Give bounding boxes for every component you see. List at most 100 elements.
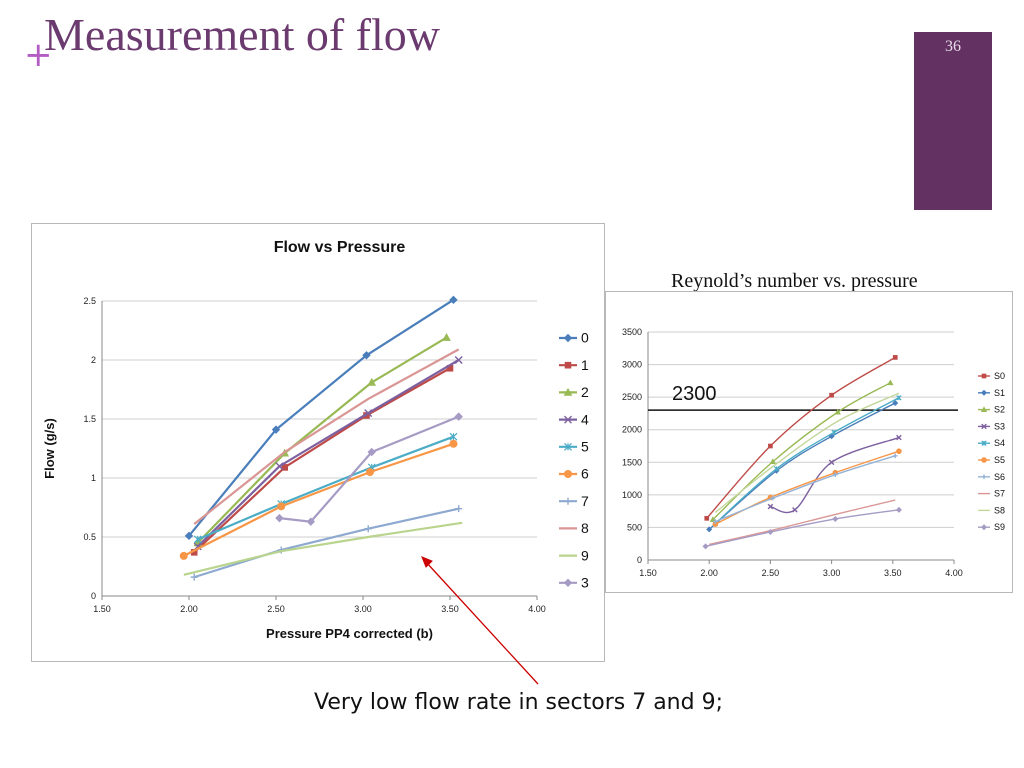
point-S0 (768, 443, 773, 449)
x-tick-label: 2.00 (180, 604, 198, 614)
series-line-8 (193, 348, 460, 525)
point-3 (306, 517, 316, 526)
point-S1 (706, 526, 713, 533)
y-tick-label: 0 (637, 555, 642, 565)
point-S6 (770, 495, 776, 501)
point-S5 (896, 448, 902, 455)
point-3 (275, 513, 284, 523)
series-line-S1 (708, 402, 896, 530)
point-4 (275, 462, 284, 471)
point-5 (449, 432, 458, 441)
point-S9 (767, 528, 774, 535)
point-S4 (831, 429, 837, 436)
x-axis-label: Pressure PP4 corrected (b) (266, 626, 433, 641)
legend-marker-S4 (981, 440, 987, 446)
y-tick-label: 1.5 (83, 414, 96, 424)
legend-label-S7: S7 (994, 489, 1005, 499)
legend-label-S4: S4 (994, 438, 1005, 448)
legend-label-0: 0 (581, 330, 589, 346)
legend-label-2: 2 (581, 384, 589, 400)
legend-marker-S6 (981, 474, 987, 480)
legend-marker-S1 (980, 389, 988, 396)
legend-label-S1: S1 (994, 388, 1005, 398)
y-tick-label: 2500 (622, 392, 642, 402)
point-S6 (892, 453, 898, 459)
point-S0 (892, 355, 898, 360)
legend-label-6: 6 (581, 466, 589, 482)
series-line-S3 (770, 436, 900, 514)
y-tick-label: 1500 (622, 457, 642, 467)
point-S1 (892, 399, 899, 407)
point-S3 (828, 459, 835, 466)
series-line-S9 (705, 509, 900, 548)
point-S0 (829, 392, 834, 398)
series-line-0 (188, 298, 455, 537)
x-tick-label: 4.00 (528, 604, 546, 614)
point-S3 (792, 507, 798, 513)
point-0 (271, 425, 281, 434)
legend-marker-1 (564, 361, 572, 369)
series-line-4 (196, 359, 460, 548)
point-0 (362, 351, 371, 360)
legend-label-S5: S5 (994, 455, 1005, 465)
chart-title: Flow vs Pressure (274, 239, 406, 256)
point-S9 (895, 506, 902, 513)
legend-marker-6 (564, 470, 572, 478)
slide-title: Measurement of flow (44, 9, 440, 60)
x-tick-label: 3.00 (354, 604, 372, 614)
reference-line-label: 2300 (672, 383, 717, 405)
slide-number: 36 (945, 38, 961, 55)
point-2 (367, 377, 377, 386)
point-6 (277, 502, 286, 511)
legend-label-S2: S2 (994, 405, 1005, 415)
legend-label-7: 7 (581, 493, 589, 509)
x-tick-label: 2.00 (700, 568, 718, 578)
point-S6 (713, 519, 718, 524)
series-line-9 (183, 521, 463, 576)
legend-label-1: 1 (581, 357, 589, 373)
point-4 (364, 409, 373, 418)
point-S1 (828, 433, 835, 440)
point-6 (179, 551, 188, 560)
legend-label-9: 9 (581, 547, 589, 563)
point-S9 (832, 515, 839, 522)
x-tick-label: 3.00 (823, 568, 841, 578)
x-tick-label: 3.50 (441, 604, 459, 614)
legend-label-S0: S0 (994, 371, 1005, 381)
series-line-3 (279, 415, 460, 523)
point-S9 (702, 543, 709, 550)
y-tick-label: 1000 (622, 490, 642, 500)
series-line-5 (197, 435, 454, 541)
flow-vs-pressure-chart: 0 0.5 1 1.5 2 2.5 1.50 2.00 2.50 3.00 3.50 4.00 Flow… (31, 223, 605, 662)
legend-label-S3: S3 (994, 421, 1005, 431)
legend-label-5: 5 (581, 438, 589, 454)
legend-marker-5 (564, 442, 572, 451)
point-7 (455, 505, 463, 513)
x-tick-label: 1.50 (93, 604, 111, 614)
legend-marker-2 (563, 387, 573, 396)
y-tick-label: 3500 (622, 327, 642, 337)
legend-label-S8: S8 (994, 505, 1005, 515)
x-tick-label: 3.50 (884, 568, 902, 578)
legend-marker-S3 (981, 423, 987, 430)
y-tick-label: 2000 (622, 425, 642, 435)
legend-marker-S5 (981, 457, 987, 463)
legend-label-S9: S9 (994, 522, 1005, 532)
slide-number-box: 36 (914, 32, 992, 210)
point-1 (281, 464, 288, 471)
legend-marker-7 (564, 497, 572, 505)
plus-decoration: + (24, 35, 53, 75)
series-line-7 (193, 507, 459, 579)
legend-label-S6: S6 (994, 472, 1005, 482)
point-0 (184, 531, 194, 541)
reynolds-vs-pressure-chart: 0 500 1000 1500 2000 2500 3000 3500 1.50 2.00 2.50… (605, 291, 1013, 593)
point-7 (364, 525, 372, 533)
x-tick-label: 4.00 (945, 568, 963, 578)
point-S3 (767, 503, 774, 510)
point-6 (449, 439, 458, 448)
series-line-S7 (709, 499, 896, 546)
y-tick-label: 0 (91, 591, 96, 601)
legend-marker-3 (563, 578, 573, 588)
point-3 (367, 447, 376, 457)
point-2 (442, 333, 451, 341)
